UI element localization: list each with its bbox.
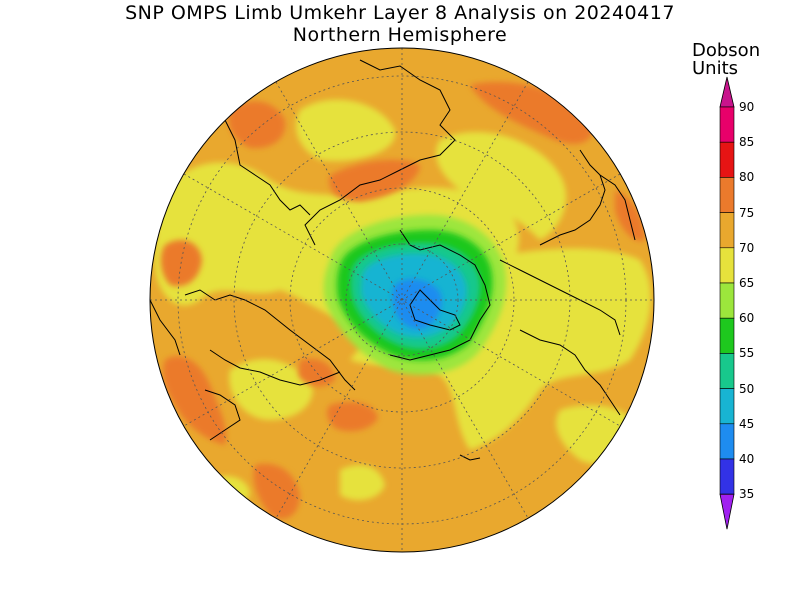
colorbar [719,76,735,530]
colorbar-tick-80: 80 [739,170,755,185]
graticule [150,48,654,552]
colorbar-tick-50: 50 [739,381,755,396]
colorbar-tick-85: 85 [739,135,755,150]
colorbar-title-line2: Units [692,58,739,79]
colorbar-tick-40: 40 [739,452,755,466]
colorbar-top-arrow [719,76,735,108]
colorbar-swatch-80 [719,177,735,213]
map-subtitle: Northern Hemisphere [292,24,508,46]
colorbar-tick-90: 90 [739,100,755,114]
colorbar-swatch-70 [719,247,735,284]
colorbar-tick-65: 65 [739,276,755,290]
colorbar-tick-75: 75 [739,205,755,220]
colorbar-title-line1: Dobson [692,40,761,61]
colorbar-swatch-40 [719,458,735,495]
map-title: SNP OMPS Limb Umkehr Layer 8 Analysis on… [125,2,675,24]
colorbar-swatch-85 [719,141,735,178]
colorbar-swatch-90 [719,106,735,143]
hemisphere-border [149,47,655,553]
colorbar-swatch-45 [719,423,735,460]
colorbar-tick-45: 45 [739,416,755,431]
colorbar-swatch-55 [719,353,735,389]
colorbar-bottom-arrow [719,493,735,530]
colorbar-swatch-65 [719,282,735,319]
ozone-field [150,48,654,552]
colorbar-tick-60: 60 [739,311,755,326]
colorbar-tick-55: 55 [739,346,755,361]
colorbar-swatch-75 [719,212,735,249]
colorbar-swatch-60 [719,317,735,354]
colorbar-tick-35: 35 [739,487,755,502]
colorbar-swatch-50 [719,388,735,425]
colorbar-tick-70: 70 [739,240,755,255]
